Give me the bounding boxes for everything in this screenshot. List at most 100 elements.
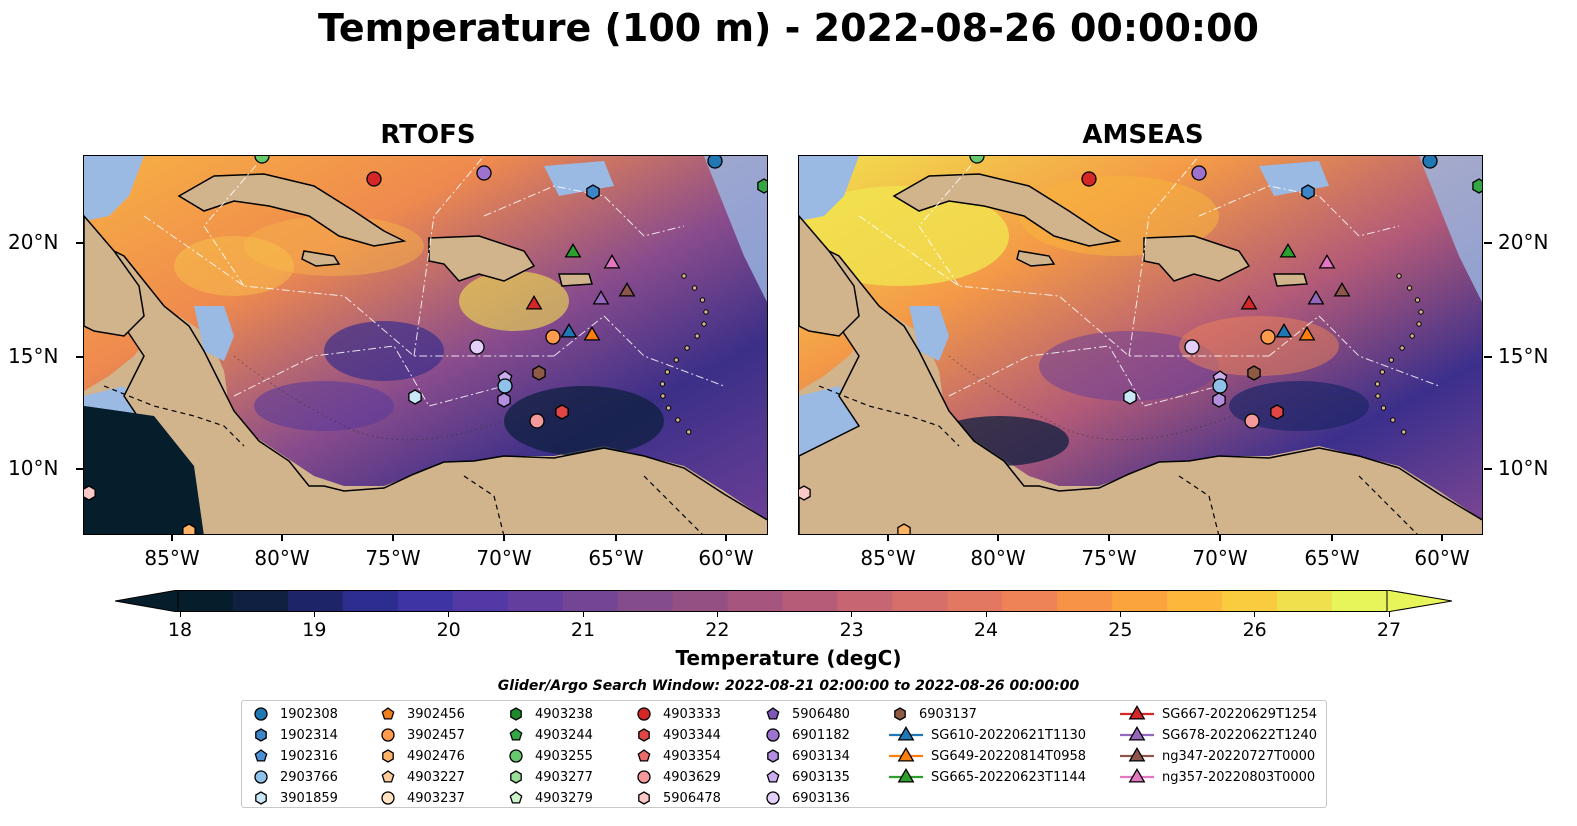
legend-marker-icon (1120, 747, 1154, 762)
argo-5906478-marker[interactable] (84, 485, 96, 501)
argo-5906478-marker[interactable] (799, 485, 811, 501)
colorbar-tick-label: 19 (302, 619, 327, 641)
legend-marker-icon (894, 707, 906, 721)
legend-label: 1902308 (280, 706, 338, 722)
argo-6903134-marker[interactable] (1212, 392, 1226, 408)
legend-item: 1902316 (250, 746, 338, 766)
legend-marker-icon (254, 770, 268, 784)
argo-6903136-marker[interactable] (1184, 339, 1200, 355)
lon-tick-mark (171, 535, 173, 541)
legend-marker-icon (254, 749, 268, 762)
glider-sg667-marker[interactable] (525, 295, 543, 310)
legend-marker-icon (381, 791, 395, 805)
legend-label: SG678-20220622T1240 (1162, 727, 1318, 743)
argo-4903333-marker[interactable] (1081, 171, 1097, 187)
argo-4903629-marker[interactable] (529, 413, 545, 429)
legend-item: 6901182 (762, 725, 850, 745)
lon-tick-label: 85°W (860, 546, 916, 570)
argo-3902457-marker[interactable] (545, 329, 561, 345)
argo-1902314-marker[interactable] (1301, 184, 1315, 200)
argo-1902314-marker[interactable] (586, 184, 600, 200)
glider-ng347-marker[interactable] (1333, 282, 1351, 297)
argo-1902308-marker[interactable] (1422, 156, 1438, 169)
glider-sg665-marker[interactable] (1279, 243, 1297, 258)
glider-sg665-marker[interactable] (564, 243, 582, 258)
argo-3902457-marker[interactable] (1260, 329, 1276, 345)
glider-sg649-marker[interactable] (1298, 326, 1316, 341)
colorbar-tick-label: 22 (705, 619, 730, 641)
glider-sg649-marker[interactable] (583, 326, 601, 341)
legend-item: 4903255 (505, 746, 593, 766)
legend-marker-icon (509, 728, 523, 741)
legend-marker-icon (381, 728, 395, 742)
lon-tick-label: 70°W (1192, 546, 1248, 570)
argo-4903255-marker[interactable] (969, 156, 985, 164)
argo-1902308-marker[interactable] (707, 156, 723, 169)
argo-6903134-marker[interactable] (497, 392, 511, 408)
legend-marker-icon (889, 768, 923, 783)
argo-2903766-marker[interactable] (497, 378, 513, 394)
legend-label: SG667-20220629T1254 (1162, 706, 1318, 722)
argo-2903766-marker[interactable] (1212, 378, 1228, 394)
legend-item: SG667-20220629T1254 (1120, 704, 1317, 724)
colorbar-tick-mark (1254, 612, 1256, 617)
colorbar-tick-mark (1388, 612, 1390, 617)
amseas-map[interactable] (798, 155, 1483, 535)
argo-6901182-marker[interactable] (476, 165, 492, 181)
colorbar-tick-mark (1119, 612, 1121, 617)
legend-marker-icon (637, 707, 651, 721)
argo-4903255-marker[interactable] (254, 156, 270, 164)
argo-4902476-marker[interactable] (897, 523, 911, 535)
legend-item: ng357-20220803T0000 (1120, 767, 1315, 787)
lon-tick-mark (1108, 535, 1110, 541)
legend-label: ng347-20220727T0000 (1162, 748, 1316, 764)
argo-6903136-marker[interactable] (469, 339, 485, 355)
colorbar-tick-mark (179, 612, 181, 617)
argo-4903333-marker[interactable] (366, 171, 382, 187)
legend-label: SG665-20220623T1144 (931, 769, 1087, 785)
argo-6903137-marker[interactable] (1247, 365, 1261, 381)
glider-sg610-marker[interactable] (1275, 323, 1293, 338)
lat-tick-label: 20°N (1498, 230, 1549, 254)
legend-marker-icon (255, 791, 267, 805)
lon-tick-label: 75°W (1081, 546, 1137, 570)
legend-label: ng357-20220803T0000 (1162, 769, 1316, 785)
lon-tick-label: 85°W (144, 546, 200, 570)
legend-marker-icon (1120, 768, 1154, 783)
legend-label: 6903136 (792, 790, 850, 806)
lon-tick-mark (997, 535, 999, 541)
glider-sg667-marker[interactable] (1240, 295, 1258, 310)
rtofs-map[interactable] (83, 155, 768, 535)
argo-4902476-marker[interactable] (182, 523, 196, 535)
argo-6901182-marker[interactable] (1191, 165, 1207, 181)
colorbar-tick-mark (985, 612, 987, 617)
argo-4903344-marker[interactable] (1270, 404, 1284, 420)
legend-marker-icon (381, 707, 395, 720)
glider-sg678-marker[interactable] (1307, 290, 1325, 305)
legend-item: SG610-20220621T1130 (889, 725, 1086, 745)
legend-label: 4903237 (407, 790, 465, 806)
argo-4903344-marker[interactable] (555, 404, 569, 420)
glider-ng357-marker[interactable] (1318, 254, 1336, 269)
legend-label: 5906480 (792, 706, 850, 722)
argo-6903137-marker[interactable] (532, 365, 546, 381)
legend-label: 4903333 (663, 706, 721, 722)
argo-3901859-marker[interactable] (408, 389, 422, 405)
glider-sg678-marker[interactable] (592, 290, 610, 305)
argo-4903244-marker[interactable] (757, 178, 768, 194)
map-canvas (84, 156, 768, 535)
argo-3901859-marker[interactable] (1123, 389, 1137, 405)
colorbar-tick-label: 27 (1376, 619, 1402, 641)
glider-ng357-marker[interactable] (603, 254, 621, 269)
main-title: Temperature (100 m) - 2022-08-26 00:00:0… (317, 6, 1259, 50)
legend-label: 1902316 (280, 748, 338, 764)
glider-sg610-marker[interactable] (560, 323, 578, 338)
legend-marker-icon (766, 770, 780, 783)
lat-tick-mark (76, 356, 83, 358)
argo-4903244-marker[interactable] (1472, 178, 1483, 194)
legend-title: Glider/Argo Search Window: 2022-08-21 02… (497, 678, 1080, 694)
lon-tick-label: 60°W (698, 546, 754, 570)
argo-4903629-marker[interactable] (1244, 413, 1260, 429)
glider-ng347-marker[interactable] (618, 282, 636, 297)
legend-item: 6903137 (889, 704, 977, 724)
